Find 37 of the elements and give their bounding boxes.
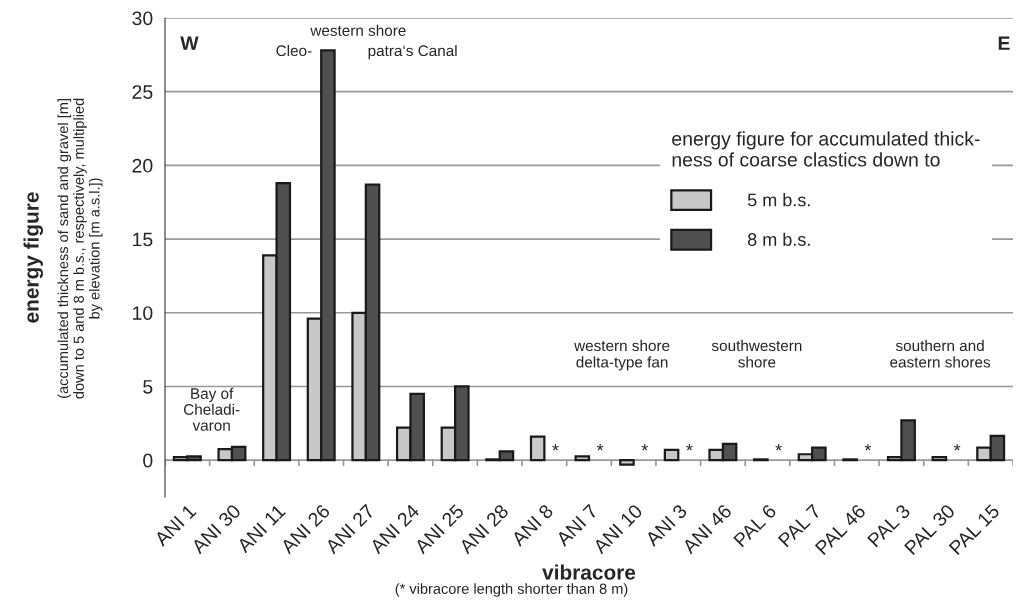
annotation: western shore bbox=[310, 24, 406, 36]
y-tick-label: 20 bbox=[132, 158, 153, 173]
y-tick-label: 25 bbox=[132, 85, 153, 99]
y-tick-label: 5 bbox=[143, 380, 153, 394]
annotation: * bbox=[686, 444, 693, 451]
annotation: Bay of Cheladi- varon bbox=[183, 387, 240, 431]
annotation: southern and eastern shores bbox=[890, 339, 991, 368]
annotation: * bbox=[953, 444, 961, 451]
legend-title: energy figure for accumulated thick- ness of coarse clastics down to bbox=[672, 131, 980, 167]
x-axis-title: vibracore bbox=[542, 564, 636, 580]
y-tick-label: 10 bbox=[133, 306, 153, 321]
annotation: * bbox=[864, 444, 872, 451]
annotation: * bbox=[775, 444, 782, 451]
bar bbox=[619, 459, 635, 466]
bar bbox=[574, 455, 591, 462]
annotation: patra‘s Canal bbox=[368, 44, 457, 60]
x-tick-label: PAL 6 bbox=[733, 503, 778, 548]
legend-label: 8 m b.s. bbox=[747, 232, 810, 246]
text: (accumulated thickness of sand and gravel [m] down to 5 and 8 m b.s., respectively, multiplied by elevation [m a.s.l.]) bbox=[57, 98, 103, 399]
annotation: * bbox=[596, 444, 604, 451]
bar bbox=[663, 448, 680, 462]
bar bbox=[931, 456, 948, 462]
annotation: E bbox=[998, 36, 1010, 50]
y-tick-label: 30 bbox=[132, 11, 153, 26]
text: (* vibracore length shorter than 8 m) bbox=[395, 583, 628, 597]
legend-label: 5 m b.s. bbox=[747, 193, 810, 207]
y-axis-title: energy figure bbox=[23, 192, 43, 323]
bar bbox=[529, 435, 546, 462]
x-tick-label: ANI 8 bbox=[510, 503, 554, 548]
annotation: * bbox=[641, 444, 648, 451]
annotation: western shore delta-type fan bbox=[574, 339, 670, 371]
annotation: Cleo- bbox=[276, 44, 312, 57]
y-tick-label: 0 bbox=[143, 453, 153, 468]
annotation: southwestern shore bbox=[711, 339, 802, 368]
annotation: * bbox=[552, 444, 559, 451]
y-tick-label: 15 bbox=[133, 232, 153, 247]
annotation: W bbox=[180, 36, 199, 50]
